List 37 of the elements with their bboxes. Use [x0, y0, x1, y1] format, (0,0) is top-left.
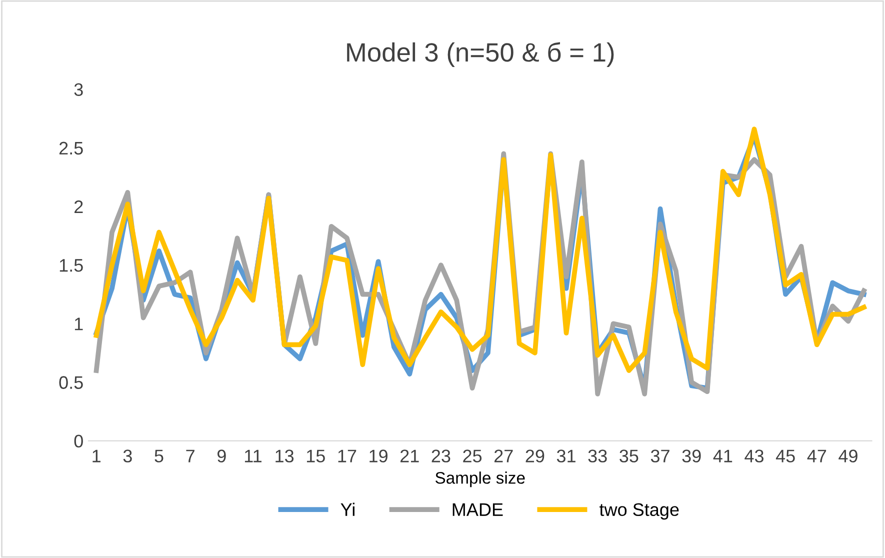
x-axis-title: Sample size — [435, 472, 525, 488]
x-tick-label: 49 — [838, 450, 858, 462]
x-tick-label: 5 — [154, 450, 164, 462]
legend-label: MADE — [452, 503, 503, 516]
y-tick-label: 2 — [74, 200, 83, 213]
x-tick-label: 15 — [306, 450, 325, 462]
x-tick-label: 37 — [650, 450, 670, 462]
x-tick-label: 29 — [526, 450, 544, 462]
x-tick-label: 11 — [244, 450, 262, 462]
x-tick-label: 19 — [370, 450, 388, 462]
y-tick-label: 2.5 — [59, 142, 83, 155]
x-tick-label: 23 — [432, 450, 450, 462]
x-tick-label: 39 — [682, 450, 701, 462]
legend-label: Yi — [340, 502, 354, 516]
y-tick-label: 1.5 — [60, 259, 83, 272]
y-tick-label: 3 — [74, 83, 83, 96]
y-tick-label: 1 — [74, 318, 83, 330]
x-tick-label: 35 — [620, 450, 638, 462]
x-tick-label: 31 — [556, 450, 576, 462]
x-tick-label: 47 — [807, 450, 826, 462]
x-tick-label: 43 — [744, 450, 764, 462]
y-tick-label: 0.5 — [59, 376, 83, 389]
x-tick-label: 9 — [217, 450, 226, 462]
x-tick-label: 33 — [588, 450, 607, 462]
y-tick-label: 0 — [74, 434, 83, 448]
x-tick-label: 41 — [713, 450, 732, 462]
legend-label: two Stage — [600, 503, 679, 520]
x-tick-label: 1 — [92, 450, 100, 462]
x-tick-label: 45 — [776, 450, 795, 462]
x-tick-label: 17 — [338, 450, 356, 462]
x-tick-label: 13 — [276, 450, 294, 462]
x-tick-label: 3 — [123, 450, 132, 462]
x-tick-label: 21 — [400, 450, 419, 462]
x-tick-label: 7 — [186, 450, 194, 462]
x-tick-label: 27 — [494, 450, 513, 462]
chart-title: Model 3 (n=50 & б = 1) — [347, 42, 614, 67]
x-tick-label: 25 — [463, 450, 482, 462]
